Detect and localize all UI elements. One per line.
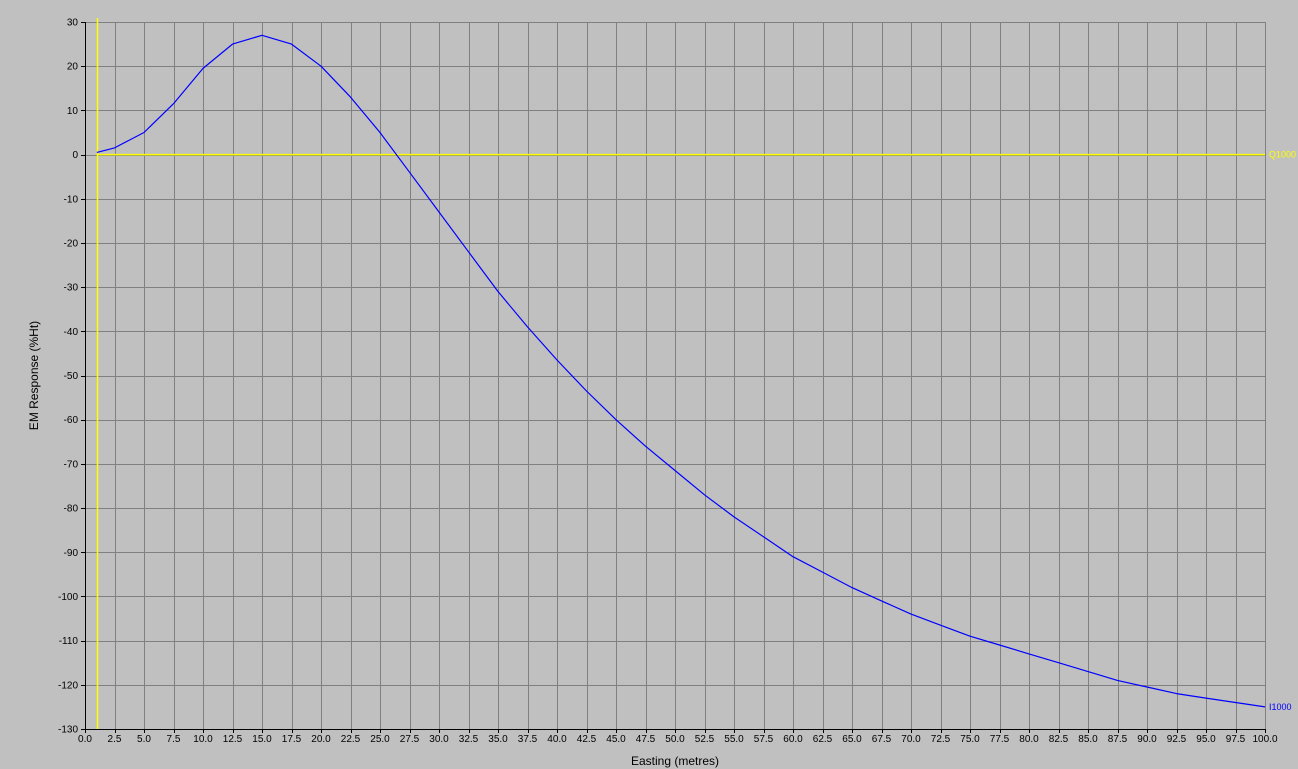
x-tick-label: 32.5	[459, 734, 479, 745]
x-tick-label: 37.5	[518, 734, 538, 745]
x-tick-label: 7.5	[167, 734, 181, 745]
x-tick-label: 100.0	[1252, 734, 1277, 745]
y-tick-label: -130	[58, 725, 78, 736]
x-tick-label: 82.5	[1049, 734, 1069, 745]
x-tick-label: 70.0	[901, 734, 921, 745]
x-tick-label: 45.0	[606, 734, 626, 745]
y-tick-label: 20	[67, 62, 79, 73]
x-tick-label: 85.0	[1078, 734, 1098, 745]
x-tick-label: 27.5	[400, 734, 420, 745]
y-tick-label: -10	[64, 194, 79, 205]
x-tick-label: 35.0	[488, 734, 508, 745]
series-layer	[96, 18, 1266, 729]
x-tick-label: 65.0	[842, 734, 862, 745]
y-tick-label: -110	[59, 636, 79, 647]
x-tick-label: 62.5	[813, 734, 833, 745]
x-tick-label: 87.5	[1108, 734, 1128, 745]
x-tick-label: 57.5	[754, 734, 774, 745]
x-tick-label: 97.5	[1226, 734, 1246, 745]
x-tick-label: 80.0	[1019, 734, 1039, 745]
x-tick-label: 50.0	[665, 734, 685, 745]
x-tick-label: 60.0	[783, 734, 803, 745]
x-tick-label: 72.5	[931, 734, 951, 745]
y-tick-label: -50	[64, 371, 79, 382]
y-axis-title: EM Response (%Ht)	[27, 321, 41, 430]
x-axis-title: Easting (metres)	[631, 754, 719, 768]
y-tick-label: -90	[64, 548, 79, 559]
y-tick-label: -20	[64, 238, 79, 249]
y-tick-label: 30	[67, 18, 79, 29]
x-tick-label: 5.0	[137, 734, 151, 745]
x-tick-label: 52.5	[695, 734, 715, 745]
y-tick-label: -30	[64, 283, 79, 294]
y-tick-label: 0	[72, 150, 78, 161]
series-label-i1000: I1000	[1269, 702, 1292, 712]
y-tick-label: -120	[58, 680, 78, 691]
series-line-i1000	[96, 34, 1266, 708]
y-tick-label: -100	[58, 592, 78, 603]
x-tick-label: 77.5	[990, 734, 1010, 745]
x-tick-label: 40.0	[547, 734, 567, 745]
x-tick-label: 90.0	[1137, 734, 1157, 745]
x-tick-label: 12.5	[223, 734, 243, 745]
axis-layer	[81, 22, 1266, 733]
x-tick-label: 15.0	[252, 734, 272, 745]
x-tick-label: 42.5	[577, 734, 597, 745]
x-tick-label: 47.5	[636, 734, 656, 745]
x-tick-label: 0.0	[78, 734, 92, 745]
x-tick-label: 20.0	[311, 734, 331, 745]
x-tick-label: 10.0	[193, 734, 213, 745]
grid-layer	[85, 22, 1266, 730]
y-tick-label: 10	[67, 106, 79, 117]
x-tick-label: 22.5	[341, 734, 361, 745]
x-tick-label: 67.5	[872, 734, 892, 745]
x-tick-label: 2.5	[108, 734, 122, 745]
x-tick-label: 75.0	[960, 734, 980, 745]
x-tick-label: 25.0	[370, 734, 390, 745]
label-layer: 0.0 2.5 5.0 7.5 10.0 12.5 15.0 17.5 20.0 22.5 25.0…	[58, 18, 1296, 746]
x-tick-label: 92.5	[1167, 734, 1187, 745]
x-tick-label: 55.0	[724, 734, 744, 745]
y-tick-label: -70	[64, 459, 79, 470]
y-tick-label: -60	[64, 415, 79, 426]
y-tick-label: -80	[64, 504, 79, 515]
y-tick-label: -40	[64, 327, 79, 338]
series-label-q1000: Q1000	[1269, 150, 1296, 160]
x-tick-label: 95.0	[1196, 734, 1216, 745]
x-tick-label: 17.5	[282, 734, 302, 745]
x-tick-label: 30.0	[429, 734, 449, 745]
